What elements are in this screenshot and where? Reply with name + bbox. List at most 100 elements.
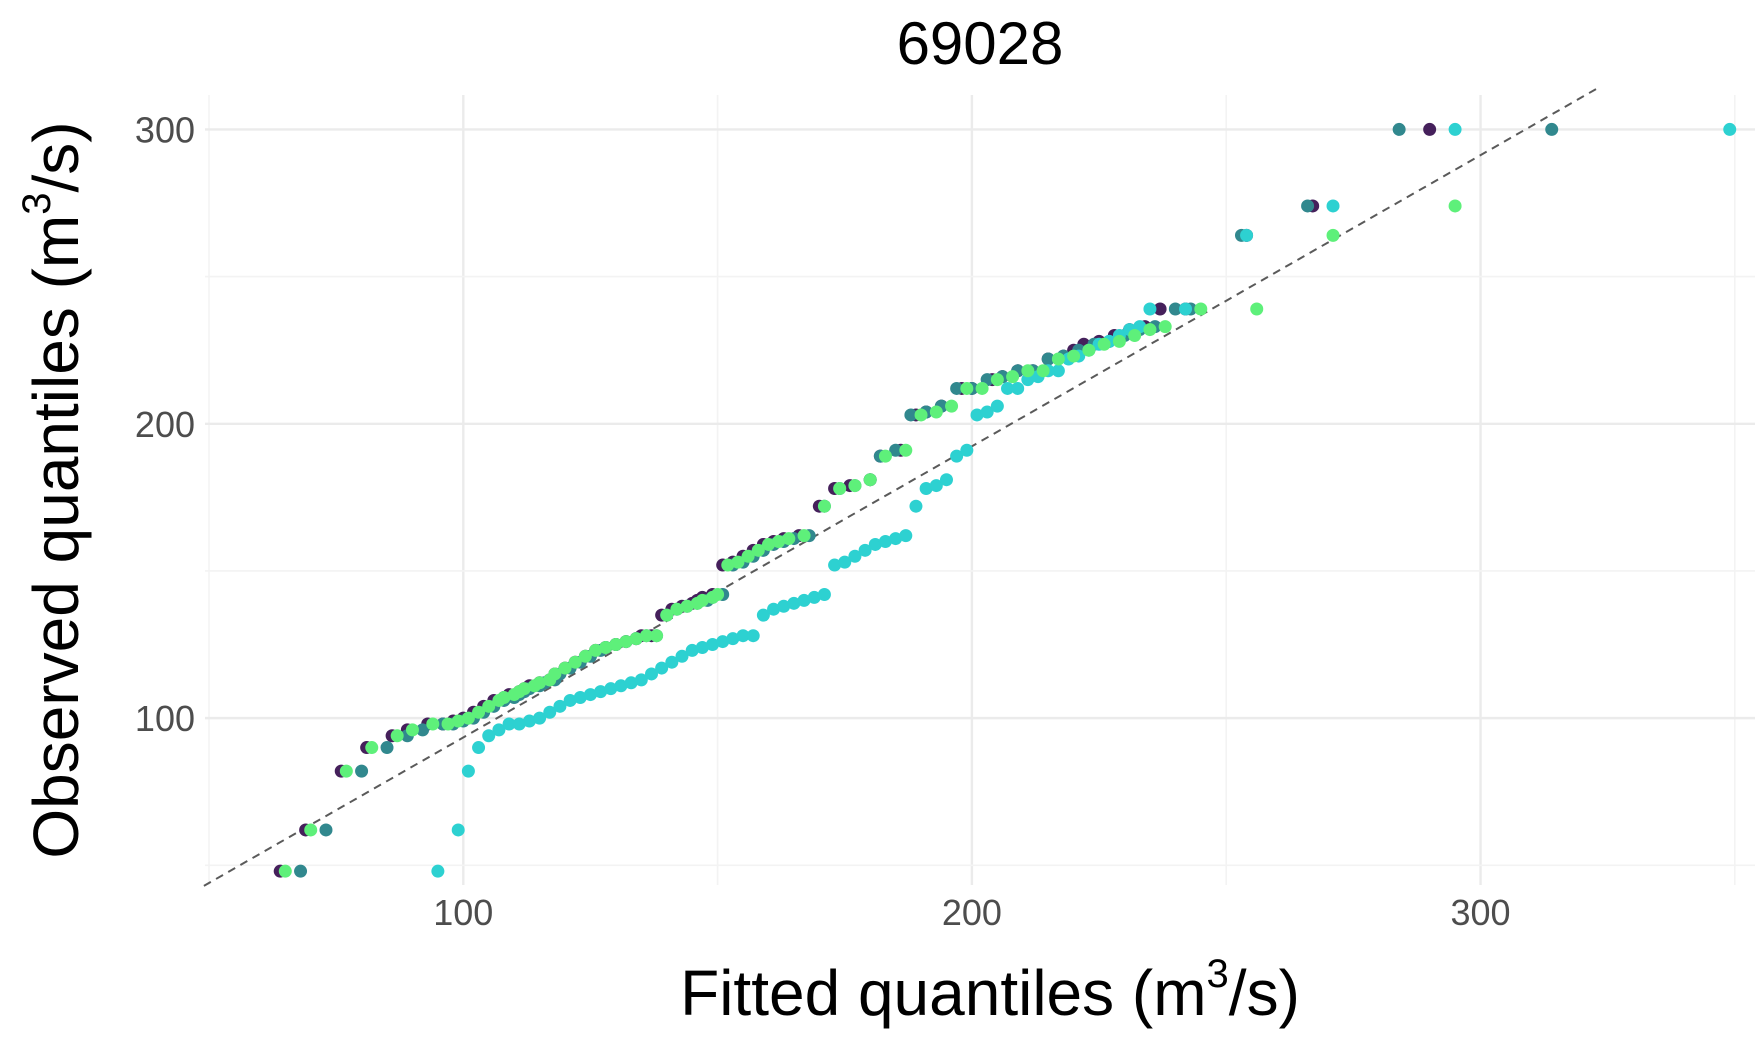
data-point: [899, 443, 913, 457]
data-point: [1326, 228, 1340, 242]
data-point: [604, 682, 618, 696]
data-point: [787, 596, 801, 610]
data-point: [1423, 122, 1437, 136]
data-point: [878, 535, 892, 549]
data-point: [451, 714, 465, 728]
data-point: [899, 529, 913, 543]
data-point: [1001, 381, 1015, 395]
data-point: [1250, 302, 1264, 316]
data-point: [929, 479, 943, 493]
data-point: [848, 479, 862, 493]
data-point: [756, 608, 770, 622]
data-point: [390, 729, 404, 743]
data-point: [990, 373, 1004, 387]
data-point: [1326, 199, 1340, 213]
y-tick-label: 100: [135, 698, 195, 739]
data-point: [797, 593, 811, 607]
x-tick-label: 100: [433, 892, 493, 933]
chart-title: 69028: [897, 10, 1064, 77]
data-point: [1143, 302, 1157, 316]
data-point: [970, 408, 984, 422]
y-tick-label: 300: [135, 109, 195, 150]
data-point: [828, 558, 842, 572]
data-point: [731, 555, 745, 569]
data-point: [980, 405, 994, 419]
data-point: [416, 723, 430, 737]
data-point: [405, 723, 419, 737]
data-point: [543, 705, 557, 719]
data-point: [573, 691, 587, 705]
data-point: [1448, 122, 1462, 136]
data-point: [929, 405, 943, 419]
data-point: [1158, 320, 1172, 334]
data-point: [589, 643, 603, 657]
data-point: [1179, 302, 1193, 316]
data-point: [751, 543, 765, 557]
data-point: [660, 608, 674, 622]
data-point: [950, 449, 964, 463]
data-point: [665, 655, 679, 669]
data-point: [782, 532, 796, 546]
data-point: [716, 635, 730, 649]
data-point: [990, 399, 1004, 413]
data-point: [858, 543, 872, 557]
data-point: [833, 482, 847, 496]
data-point: [675, 649, 689, 663]
data-point: [1051, 364, 1065, 378]
reference-line-group: [203, 87, 1599, 887]
data-point: [365, 741, 379, 755]
data-points: [273, 122, 1737, 878]
y-tick-label: 200: [135, 404, 195, 445]
data-point: [655, 661, 669, 675]
data-point: [1545, 122, 1559, 136]
data-point: [889, 443, 903, 457]
grid: [205, 95, 1755, 885]
data-point: [680, 599, 694, 613]
data-point: [609, 638, 623, 652]
data-point: [711, 587, 725, 601]
data-point: [482, 699, 496, 713]
data-point: [431, 864, 445, 878]
data-point: [706, 638, 720, 652]
y-tick-labels: 100 200 300: [135, 109, 195, 739]
data-point: [975, 381, 989, 395]
x-tick-label: 200: [942, 892, 1002, 933]
data-point: [838, 555, 852, 569]
data-point: [278, 864, 292, 878]
data-point: [644, 667, 658, 681]
data-point: [1194, 302, 1208, 316]
data-point: [1448, 199, 1462, 213]
data-point: [502, 717, 516, 731]
data-point: [355, 764, 369, 778]
data-point: [558, 661, 572, 675]
data-point: [294, 864, 308, 878]
data-point: [777, 599, 791, 613]
data-point: [1067, 349, 1081, 363]
data-point: [817, 499, 831, 513]
data-point: [746, 629, 760, 643]
data-point: [736, 629, 750, 643]
data-point: [497, 691, 511, 705]
data-point: [670, 602, 684, 616]
data-point: [889, 532, 903, 546]
data-point: [583, 688, 597, 702]
data-point: [650, 629, 664, 643]
x-axis-title: Fitted quantiles (m3/s): [680, 952, 1300, 1029]
data-point: [761, 537, 775, 551]
data-point: [1097, 337, 1111, 351]
data-point: [1143, 323, 1157, 337]
data-point: [1723, 122, 1737, 136]
data-point: [548, 667, 562, 681]
data-point: [878, 449, 892, 463]
data-point: [914, 408, 928, 422]
data-point: [568, 655, 582, 669]
data-point: [848, 549, 862, 563]
data-point: [553, 699, 567, 713]
data-point: [919, 482, 933, 496]
data-point: [619, 635, 633, 649]
data-point: [522, 714, 536, 728]
data-point: [960, 443, 974, 457]
data-point: [461, 711, 475, 725]
data-point: [945, 399, 959, 413]
data-point: [492, 723, 506, 737]
